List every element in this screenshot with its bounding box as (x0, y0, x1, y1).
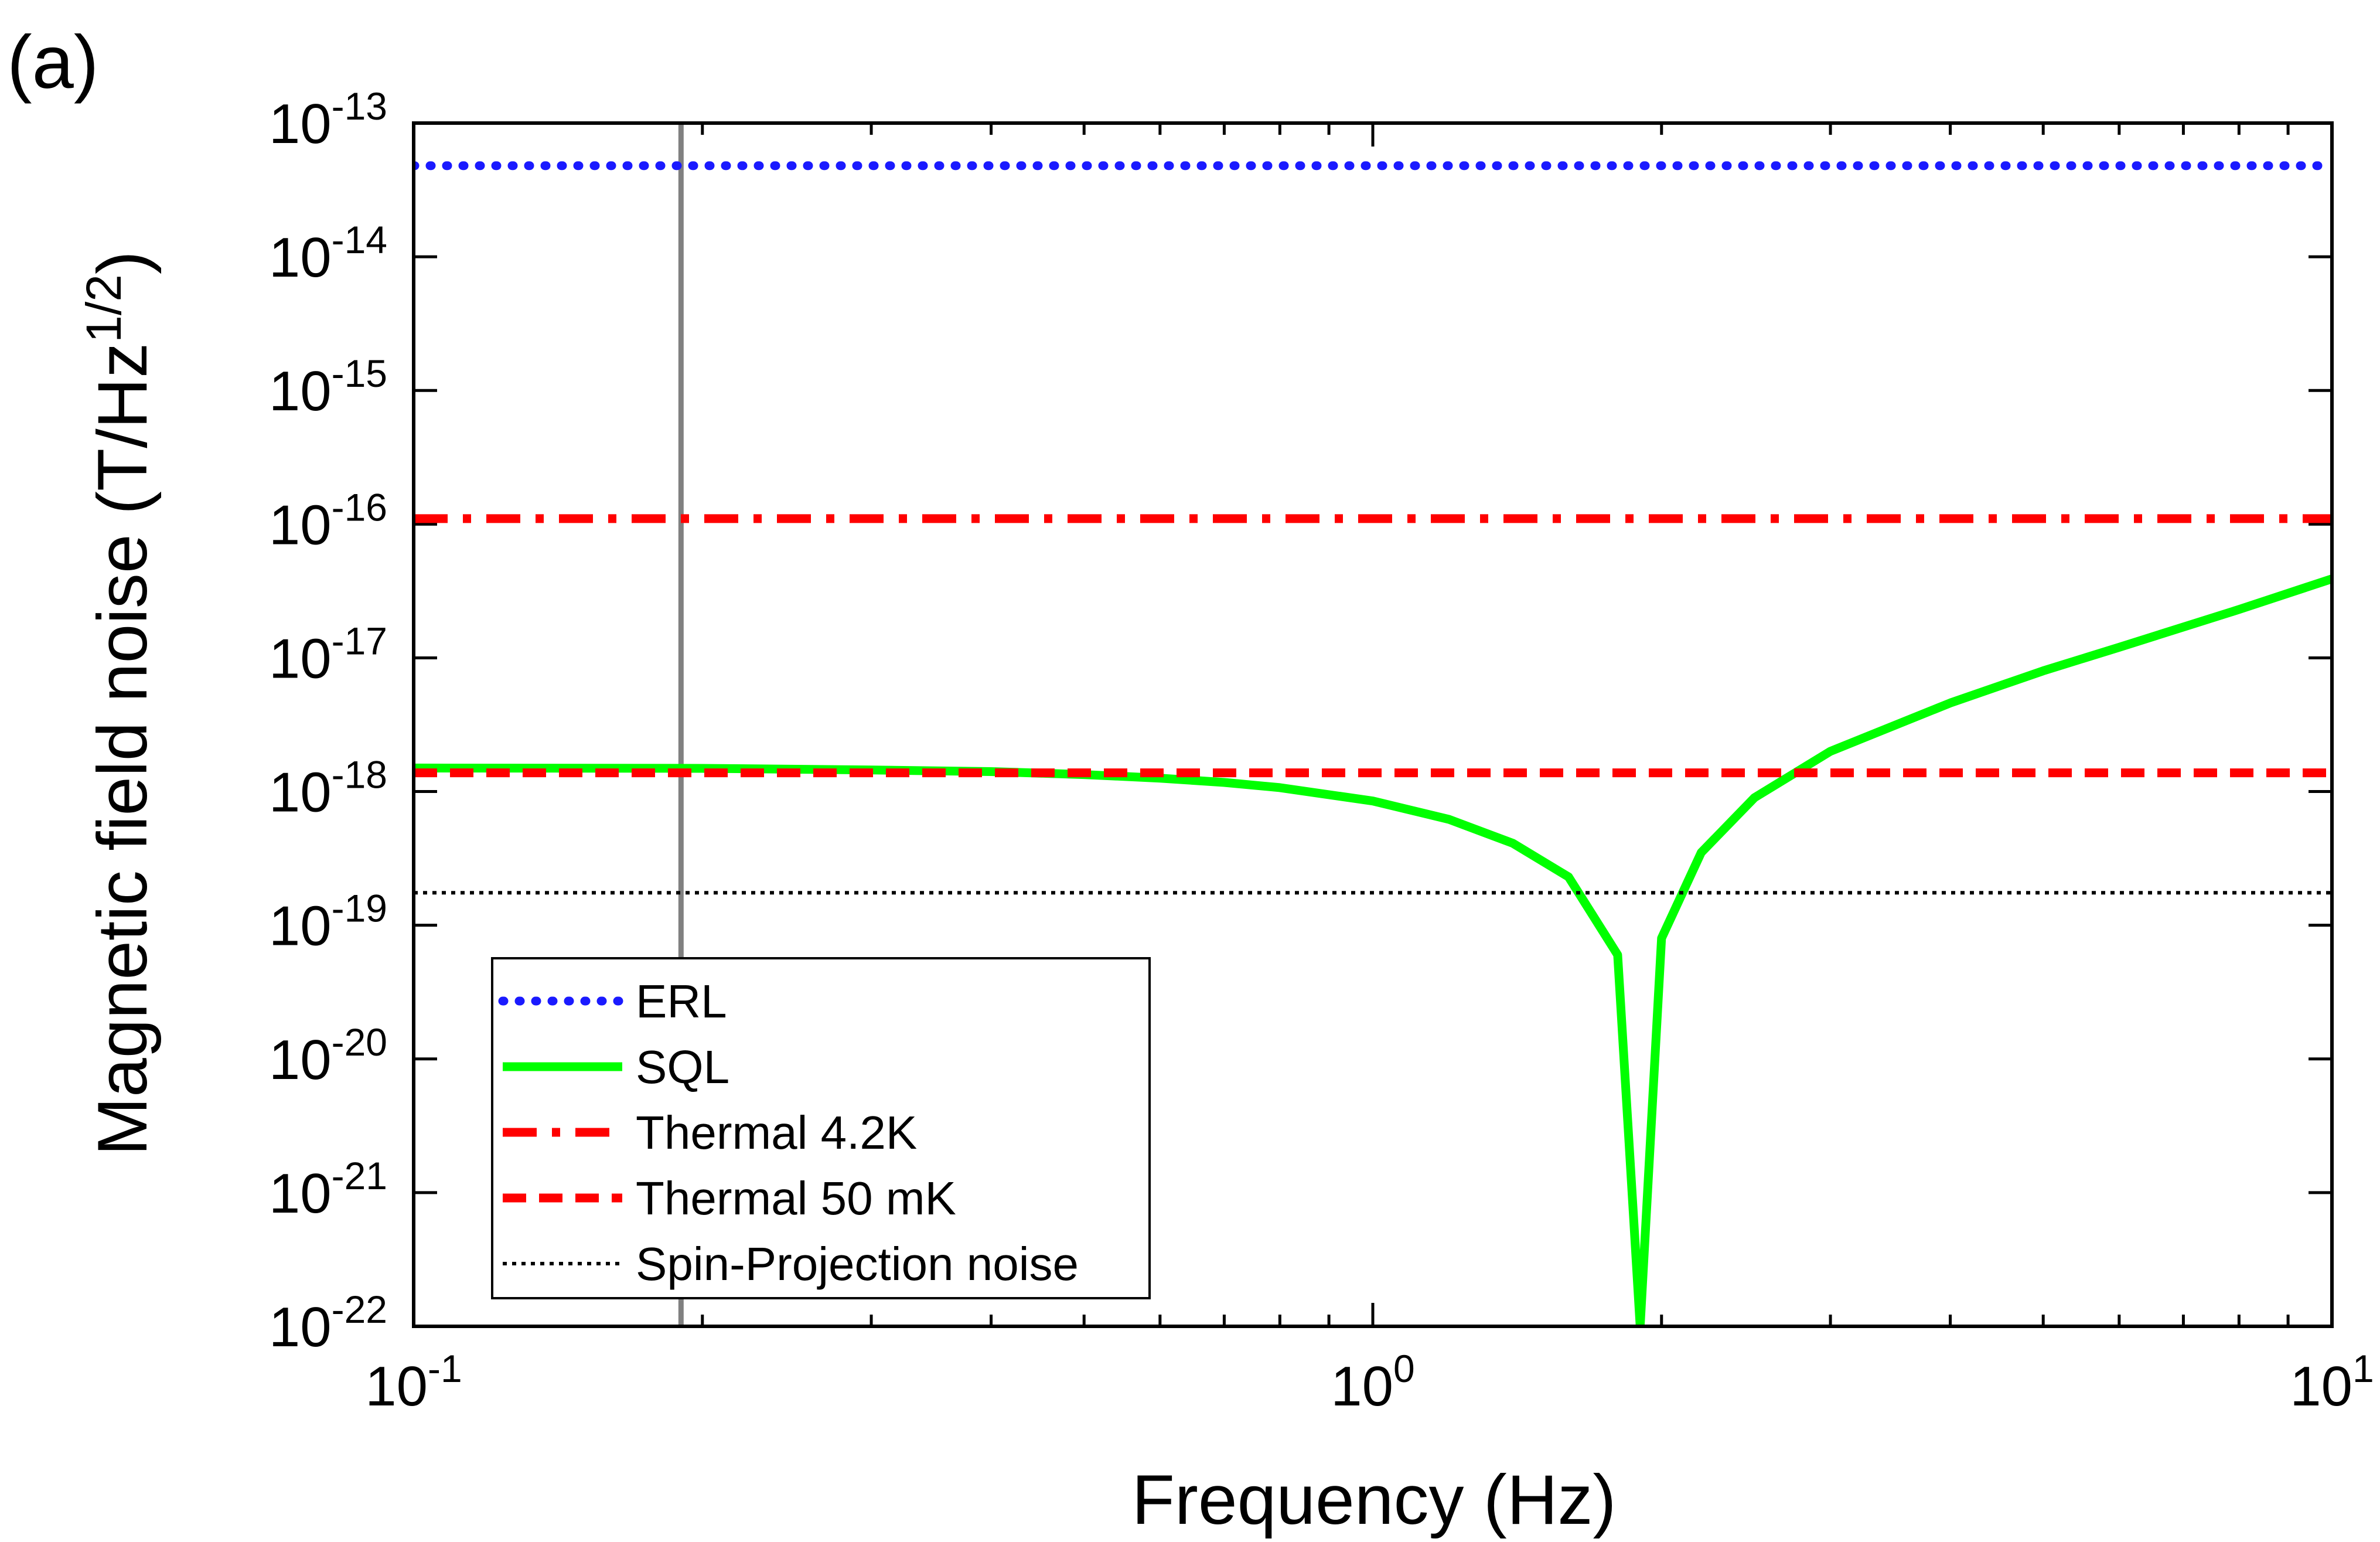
plot-frame (412, 121, 2334, 1328)
y-tick-label: 10-21 (269, 1154, 387, 1225)
legend: ERL SQL Thermal 4.2K Thermal 50 mK Spin-Proj… (491, 957, 1151, 1299)
legend-label-thermal-4-2k: Thermal 4.2K (636, 1107, 917, 1159)
x-tick-label: 100 (1331, 1347, 1415, 1418)
panel-label: (a) (7, 21, 98, 104)
y-tick-label: 10-19 (269, 887, 387, 958)
y-axis-label: Magnetic field noise (T/Hz1/2) (76, 251, 162, 1156)
y-tick-label: 10-16 (269, 485, 387, 556)
x-axis-label: Frequency (Hz) (1132, 1461, 1617, 1539)
y-tick-label: 10-20 (269, 1020, 387, 1091)
y-tick-label: 10-15 (269, 352, 387, 423)
y-tick-label: 10-14 (269, 218, 387, 289)
y-tick-label: 10-22 (269, 1288, 387, 1359)
y-tick-label: 10-13 (269, 84, 387, 155)
legend-label-sql: SQL (636, 1041, 729, 1093)
legend-label-erl: ERL (636, 975, 727, 1027)
plot-area: 10-1 100 101 10-13 10-14 10-15 10-16 10-17 10-18… (269, 84, 2374, 1418)
legend-label-spin-projection-noise: Spin-Projection noise (636, 1238, 1079, 1290)
x-tick-label: 10-1 (365, 1347, 462, 1418)
x-tick-label: 101 (2290, 1347, 2374, 1418)
y-tick-label: 10-17 (269, 619, 387, 690)
y-tick-label: 10-18 (269, 753, 387, 824)
legend-label-thermal-50-mk: Thermal 50 mK (636, 1172, 956, 1224)
series-group (414, 161, 2332, 1326)
